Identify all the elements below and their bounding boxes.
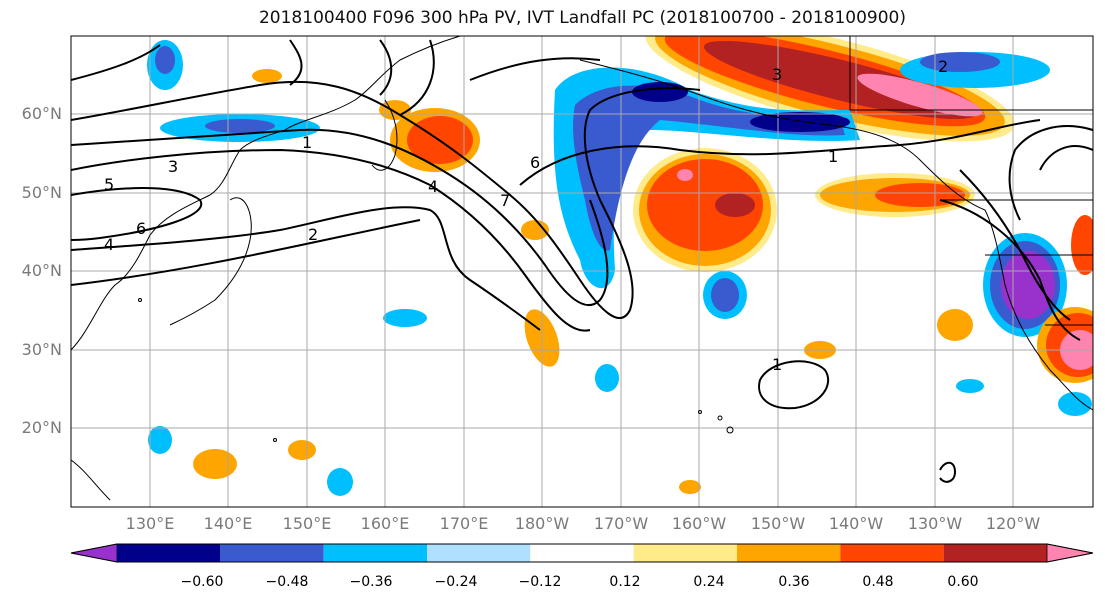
contour-label: 2 — [308, 225, 318, 244]
pv-anomaly-positive — [288, 440, 316, 460]
pv-anomaly-positive — [252, 69, 282, 83]
contour-label: 1 — [302, 133, 312, 152]
pv-contours — [71, 39, 1093, 483]
map-frame — [70, 35, 1094, 508]
colorbar-tick: 0.24 — [693, 574, 725, 590]
colorbar-tick: −0.12 — [518, 574, 562, 590]
colorbar-segment — [943, 544, 1047, 562]
lat-label: 60°N — [21, 104, 62, 123]
pv-anomaly-positive — [379, 100, 411, 120]
contour-label: 6 — [136, 219, 146, 238]
colorbar-segment — [427, 544, 531, 562]
pv-anomaly-negative — [956, 379, 984, 393]
colorbar-tick: −0.48 — [265, 574, 309, 590]
figure-title: 2018100400 F096 300 hPa PV, IVT Landfall… — [258, 8, 906, 28]
pv-anomaly-positive — [937, 309, 973, 341]
colorbar-tick: 0.48 — [862, 574, 894, 590]
colorbar-extend-max — [1046, 543, 1094, 563]
graticule — [71, 36, 1093, 507]
colorbar-segment — [633, 544, 737, 562]
lat-label: 30°N — [21, 340, 62, 359]
pv-anomaly-negative — [750, 112, 850, 132]
pv-anomaly-negative — [148, 426, 172, 454]
lon-label: 170°E — [439, 514, 489, 533]
lon-label: 150°W — [750, 514, 806, 533]
pv-anomaly-negative — [1001, 251, 1055, 319]
colorbar-segment — [117, 544, 221, 562]
pv-anomaly-negative — [632, 82, 688, 102]
map-plot: 1 1 1 2 2 3 3 4 4 5 6 6 7 — [70, 35, 1094, 508]
lat-label: 20°N — [21, 418, 62, 437]
colorbar-outline — [70, 543, 1094, 563]
contour-label: 5 — [104, 175, 114, 194]
pv-anomaly-negative — [595, 364, 619, 392]
colorbar-tick: −0.24 — [434, 574, 478, 590]
pv-anomaly-positive — [1071, 215, 1093, 275]
colorbar-segment — [220, 544, 324, 562]
pv-anomaly-positive — [193, 449, 237, 479]
colorbar-tick: −0.60 — [180, 574, 224, 590]
colorbar-extend-min — [70, 543, 118, 563]
contour-label: 4 — [104, 235, 114, 254]
contour-label: 1 — [772, 355, 782, 374]
contour-labels: 1 1 1 2 2 3 3 4 4 5 6 6 7 — [104, 57, 948, 374]
pv-anomaly-positive — [647, 159, 763, 251]
lon-label: 170°W — [593, 514, 649, 533]
lon-label: 180°W — [514, 514, 570, 533]
pv-anomaly-positive — [715, 193, 755, 217]
pv-anomaly-negative — [327, 468, 353, 496]
pv-anomaly-negative — [383, 309, 427, 327]
contour-label: 3 — [168, 157, 178, 176]
lon-label: 160°E — [360, 514, 410, 533]
colorbar-tick: 0.36 — [778, 574, 810, 590]
pv-anomaly-negative — [155, 46, 175, 74]
pv-anomaly-negative — [205, 119, 275, 133]
pv-anomaly-negative — [920, 52, 1000, 72]
contour-label: 6 — [530, 153, 540, 172]
colorbar-tick: 0.12 — [609, 574, 641, 590]
contour-label: 2 — [938, 57, 948, 76]
contour-label: 3 — [772, 65, 782, 84]
lon-label: 130°W — [907, 514, 963, 533]
lon-label: 150°E — [282, 514, 332, 533]
colorbar-tick: 0.60 — [947, 574, 979, 590]
colorbar-segment — [737, 544, 841, 562]
pv-anomaly-negative — [711, 278, 739, 312]
lon-label: 140°W — [828, 514, 884, 533]
pv-anomaly-positive — [677, 169, 693, 181]
lon-label: 160°W — [671, 514, 727, 533]
lon-label: 140°E — [203, 514, 253, 533]
lon-label: 130°E — [125, 514, 175, 533]
contour-label: 1 — [828, 147, 838, 166]
lat-label: 50°N — [21, 183, 62, 202]
pv-anomaly-positive — [679, 480, 701, 494]
pv-anomaly-negative — [1058, 392, 1092, 416]
colorbar-segment — [840, 544, 944, 562]
lon-label: 120°W — [985, 514, 1041, 533]
contour-label: 7 — [500, 191, 510, 210]
colorbar-segment — [530, 544, 634, 562]
lat-label: 40°N — [21, 261, 62, 280]
contour-label: 4 — [428, 177, 438, 196]
pv-anomaly-positive — [857, 73, 983, 117]
colorbar-tick: −0.36 — [349, 574, 393, 590]
colorbar-segment — [323, 544, 427, 562]
